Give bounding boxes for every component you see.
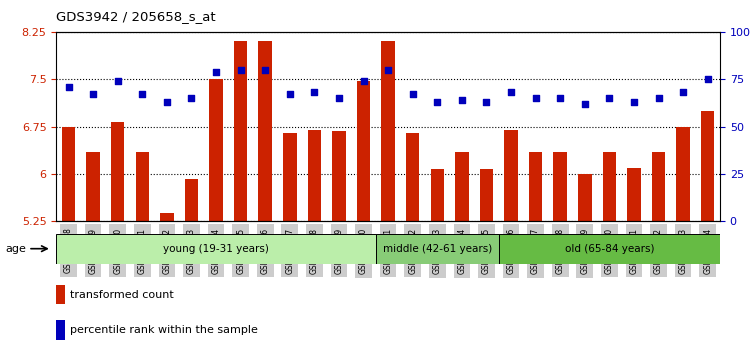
Bar <box>499 234 720 264</box>
Point <box>652 95 664 101</box>
Bar <box>602 152 616 221</box>
Point <box>260 67 272 73</box>
Text: percentile rank within the sample: percentile rank within the sample <box>70 325 257 335</box>
Bar <box>56 320 65 340</box>
Bar <box>406 133 419 221</box>
Bar <box>504 130 518 221</box>
Bar <box>676 127 690 221</box>
Bar <box>430 169 444 221</box>
Bar <box>259 41 272 221</box>
Bar <box>332 131 346 221</box>
Point <box>677 90 689 95</box>
Bar <box>578 174 592 221</box>
Bar <box>529 152 542 221</box>
Point <box>481 99 493 105</box>
Bar <box>701 111 715 221</box>
Bar <box>184 179 198 221</box>
Point <box>431 99 443 105</box>
Point <box>358 78 370 84</box>
Point <box>579 101 591 107</box>
Point <box>136 92 148 97</box>
Point <box>308 90 320 95</box>
Text: old (65-84 years): old (65-84 years) <box>565 244 654 254</box>
Point <box>530 95 542 101</box>
Point <box>456 97 468 103</box>
Bar <box>455 152 469 221</box>
Point <box>554 95 566 101</box>
Point <box>185 95 197 101</box>
Text: age: age <box>6 244 26 254</box>
Bar <box>357 81 370 221</box>
Bar <box>283 133 296 221</box>
Bar <box>554 152 567 221</box>
Text: GDS3942 / 205658_s_at: GDS3942 / 205658_s_at <box>56 10 216 23</box>
Bar <box>86 152 100 221</box>
Point <box>333 95 345 101</box>
Bar <box>308 130 321 221</box>
Text: transformed count: transformed count <box>70 290 173 299</box>
Point <box>406 92 418 97</box>
Bar <box>160 213 174 221</box>
Bar <box>480 169 494 221</box>
Bar <box>209 79 223 221</box>
Bar <box>136 152 149 221</box>
Bar <box>56 234 376 264</box>
Text: middle (42-61 years): middle (42-61 years) <box>382 244 492 254</box>
Point <box>628 99 640 105</box>
Text: young (19-31 years): young (19-31 years) <box>163 244 269 254</box>
Bar <box>56 285 65 304</box>
Bar <box>652 152 665 221</box>
Point <box>87 92 99 97</box>
Bar <box>381 41 395 221</box>
Point <box>235 67 247 73</box>
Bar <box>627 167 640 221</box>
Point <box>702 76 714 82</box>
Point <box>112 78 124 84</box>
Point <box>62 84 74 90</box>
Point <box>382 67 394 73</box>
Bar <box>62 127 75 221</box>
Point <box>160 99 172 105</box>
Point <box>505 90 517 95</box>
Point <box>603 95 615 101</box>
Point <box>284 92 296 97</box>
Point <box>210 69 222 74</box>
Bar <box>111 122 125 221</box>
Bar <box>234 41 248 221</box>
Bar <box>376 234 499 264</box>
